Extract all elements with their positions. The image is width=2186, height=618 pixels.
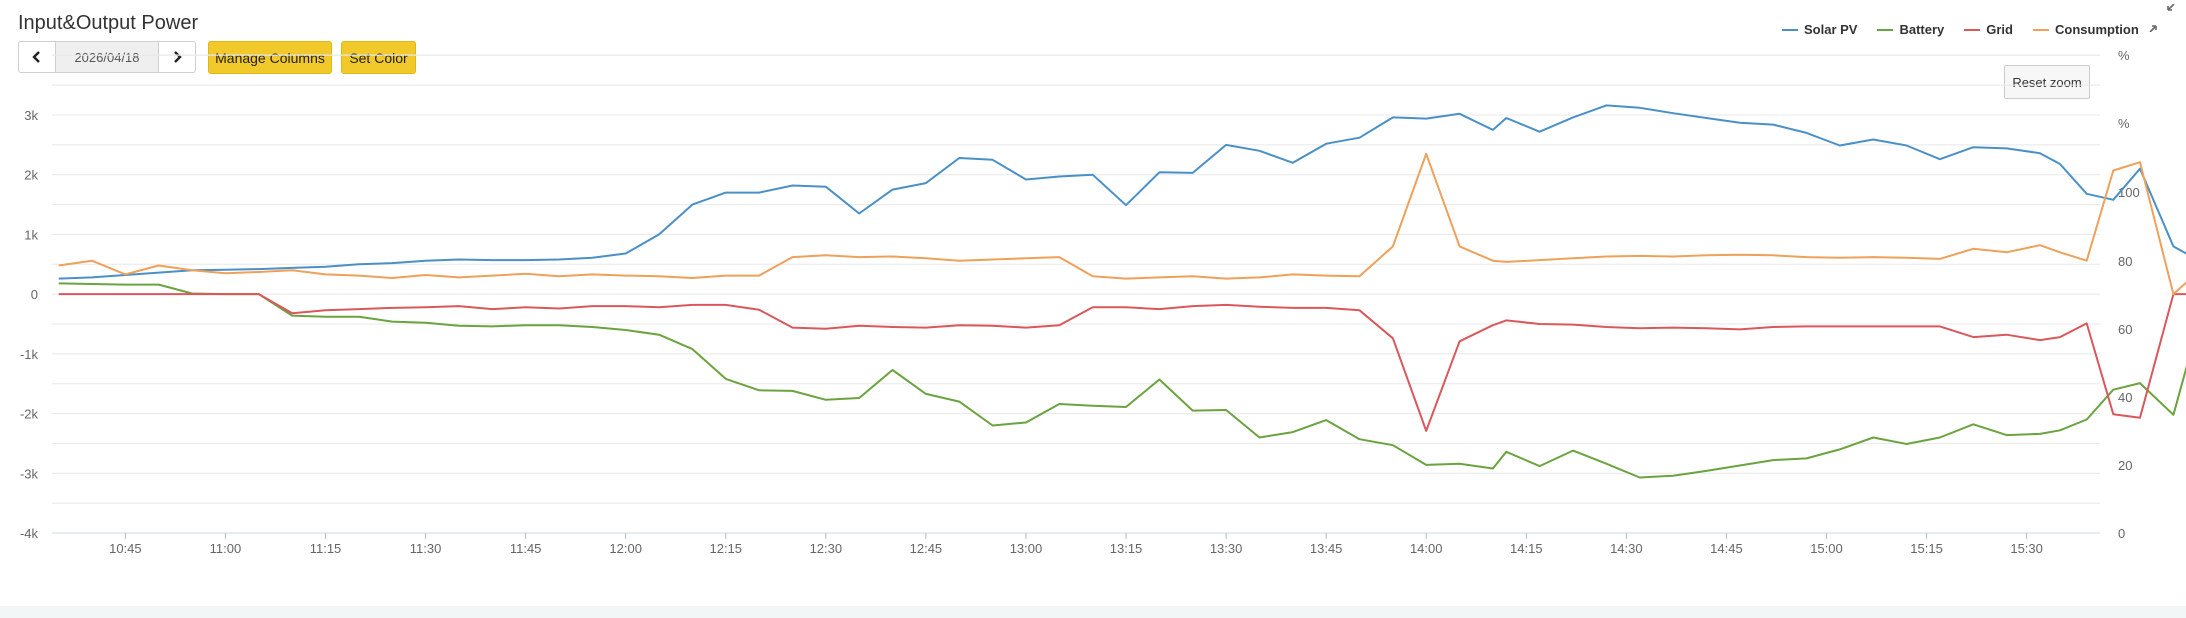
reset-zoom-button[interactable]: Reset zoom [2004,65,2090,99]
series-line-solar-pv [58,104,2186,280]
chart-title: Input&Output Power [18,12,199,34]
x-axis-tick-label: 15:00 [1810,541,1843,556]
x-axis-tick-label: 12:30 [810,541,843,556]
x-axis-tick-label: 12:15 [709,541,742,556]
chart-legend: Solar PV Battery Grid Consumption [1782,22,2139,37]
x-axis-tick-label: 13:45 [1310,541,1343,556]
y-axis-right-tick: 100 [2118,185,2140,200]
chevron-right-icon [174,51,182,63]
legend-item-battery[interactable]: Battery [1877,22,1944,37]
legend-swatch [1782,28,1798,31]
x-axis-tick-label: 12:45 [910,541,943,556]
shrink-arrows-icon[interactable] [2148,3,2176,33]
date-input[interactable]: 2026/04/18 [55,42,159,72]
x-axis-tick-label: 15:30 [2010,541,2043,556]
y-axis-left-tick: 1k [24,227,38,242]
manage-columns-button[interactable]: Manage Columns [208,41,332,74]
x-axis-tick-label: 14:45 [1710,541,1743,556]
y-axis-left-tick: -1k [20,347,39,362]
x-axis-tick-label: 14:00 [1410,541,1443,556]
y-axis-right-tick: % [2118,116,2130,131]
x-axis-tick-label: 11:45 [510,541,542,556]
series-line-consumption [58,152,2186,296]
y-axis-left-tick: 3k [24,108,38,123]
date-picker-group: 2026/04/18 [18,41,196,73]
x-axis-tick-label: 13:00 [1010,541,1043,556]
legend-swatch [1964,28,1981,31]
set-color-button[interactable]: Set Color [341,41,416,74]
x-axis-tick-label: 11:30 [410,541,442,556]
chevron-left-icon [32,51,40,63]
x-axis-tick-label: 13:30 [1210,541,1243,556]
x-axis-tick-label: 14:30 [1610,541,1643,556]
legend-label: Solar PV [1804,22,1858,37]
series-line-grid [58,293,2186,432]
y-axis-right-tick: 80 [2118,254,2132,269]
legend-label: Consumption [2055,22,2139,37]
next-day-button[interactable] [159,42,195,72]
y-axis-left-tick: 2k [24,168,38,183]
x-axis-tick-label: 13:15 [1110,541,1143,556]
x-axis-tick-label: 11:00 [210,541,242,556]
x-axis-tick-label: 12:00 [609,541,642,556]
y-axis-left-tick: -3k [20,466,39,481]
legend-item-grid[interactable]: Grid [1964,22,2013,37]
legend-item-consumption[interactable]: Consumption [2033,22,2139,37]
series-line-battery [58,282,2186,479]
x-axis-tick-label: 11:15 [310,541,342,556]
x-axis-tick-label: 14:15 [1510,541,1543,556]
legend-swatch [1877,28,1894,31]
y-axis-left-tick: -4k [20,526,39,541]
legend-label: Battery [1899,22,1945,37]
legend-label: Grid [1986,22,2013,37]
y-axis-right-tick: % [2118,48,2130,63]
legend-item-solar-pv[interactable]: Solar PV [1782,22,1857,37]
x-axis-tick-label: 10:45 [109,541,142,556]
y-axis-right-tick: 20 [2118,458,2132,473]
y-axis-right-tick: 60 [2118,322,2132,337]
prev-day-button[interactable] [19,42,55,72]
y-axis-right-tick: 0 [2118,526,2125,541]
y-axis-left-tick: 0 [31,287,38,302]
y-axis-left-tick: -2k [20,407,39,422]
x-axis-tick-label: 15:15 [1910,541,1943,556]
legend-swatch [2033,28,2049,31]
y-axis-right-tick: 40 [2118,390,2132,405]
